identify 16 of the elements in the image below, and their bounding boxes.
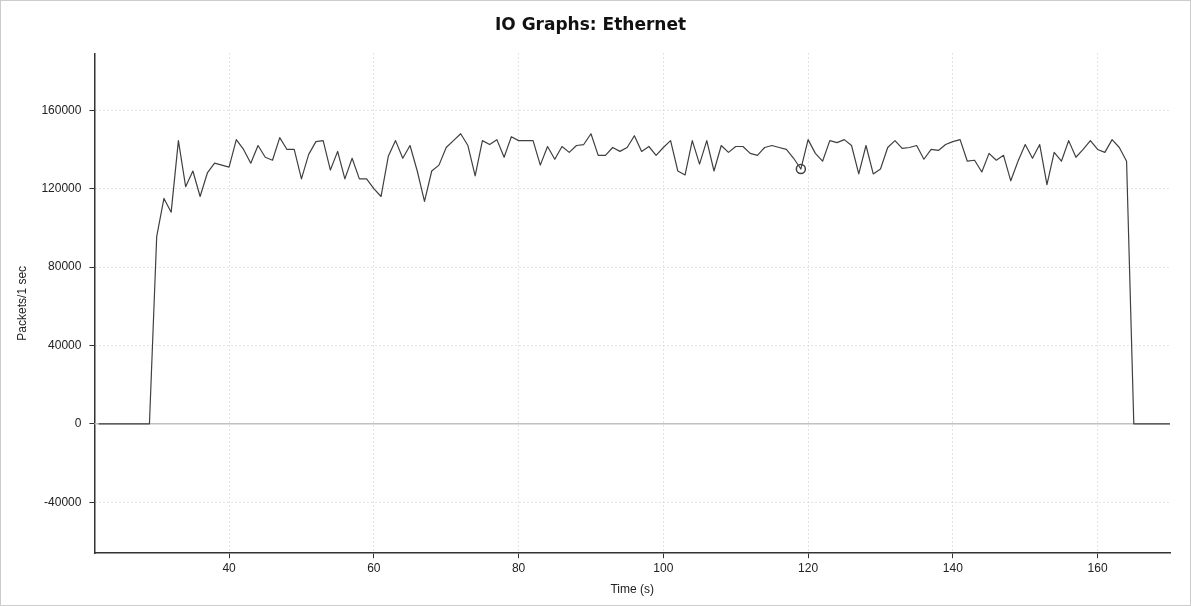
y-tick-label: 160000 <box>41 102 82 117</box>
x-tick-label: 80 <box>511 560 526 575</box>
x-tick-label: 100 <box>653 560 674 575</box>
x-tick-label: 140 <box>942 560 964 575</box>
y-tick-label: 0 <box>74 416 82 431</box>
x-tick-label: 40 <box>222 560 237 575</box>
y-tick-label: 80000 <box>48 259 82 274</box>
x-tick-label: 120 <box>798 560 819 575</box>
y-axis-title: Packets/1 sec <box>14 265 29 341</box>
y-tick-label: 40000 <box>48 337 82 352</box>
x-tick-label: 60 <box>367 560 381 575</box>
y-tick-label: 120000 <box>41 180 82 195</box>
y-tick-label: -40000 <box>44 494 82 509</box>
x-axis-title: Time (s) <box>610 582 654 597</box>
chart-title: IO Graphs: Ethernet <box>494 13 687 34</box>
x-tick-label: 160 <box>1087 560 1108 575</box>
